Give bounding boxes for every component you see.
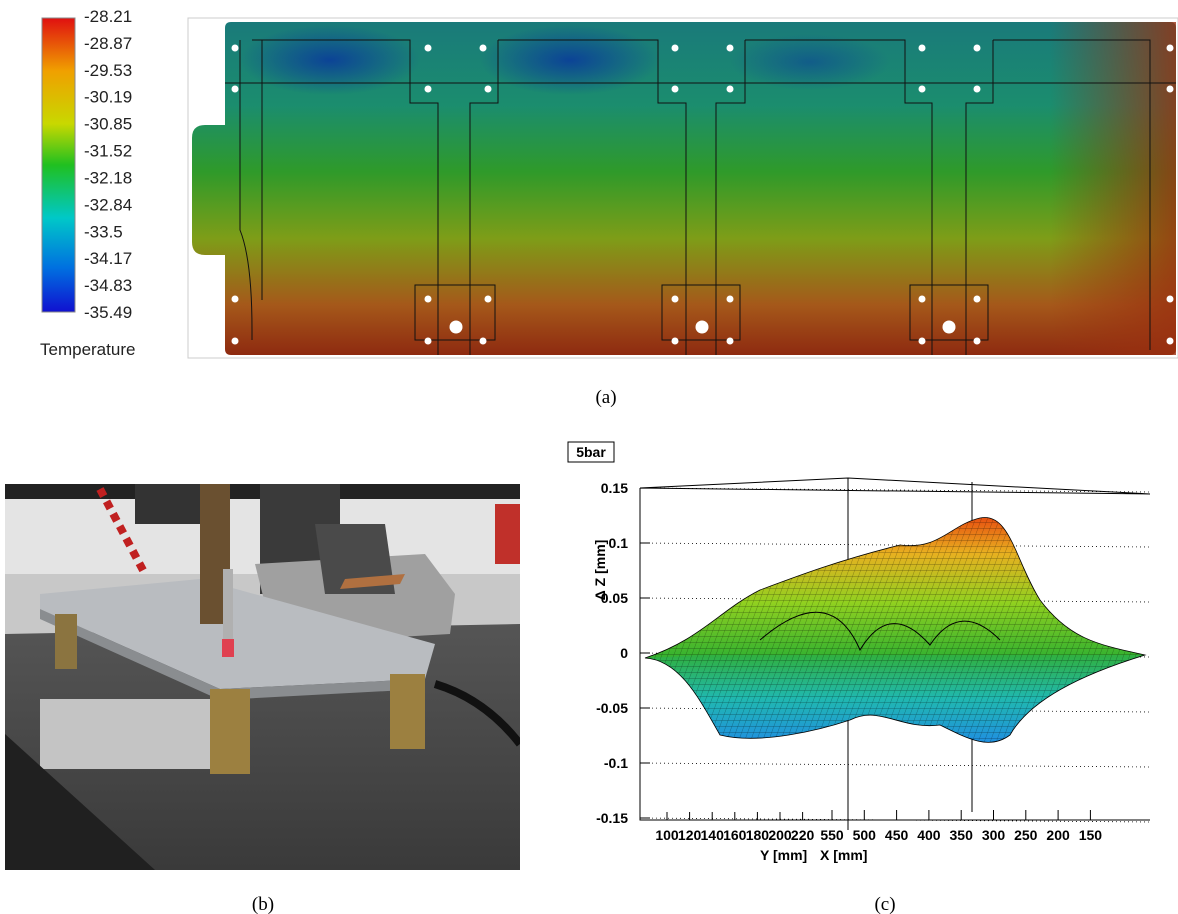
- z-tick-label: -0.15: [596, 810, 628, 826]
- hole: [727, 296, 734, 303]
- z-tick-label: 0: [620, 645, 628, 661]
- z-tick-label: -0.05: [596, 700, 628, 716]
- hole: [672, 86, 679, 93]
- y-tick-label: 140: [701, 827, 725, 843]
- figure: -28.21 -28.87 -29.53 -30.19 -30.85 -31.52 -32.…: [0, 0, 1178, 914]
- hole: [974, 86, 981, 93]
- hole: [425, 86, 432, 93]
- hot-region: [1050, 22, 1176, 355]
- hole: [232, 45, 239, 52]
- plate: [192, 22, 1176, 355]
- y-tick-label: 120: [678, 827, 702, 843]
- panel-b: (b): [5, 484, 520, 914]
- z-tick-label: 0.1: [609, 535, 629, 551]
- x-tick-label: 250: [1014, 827, 1038, 843]
- z-axis-label: Δ Z [mm]: [592, 540, 608, 601]
- hole: [943, 321, 956, 334]
- colorbar-label: -32.84: [84, 195, 132, 214]
- y-tick-label: 100: [655, 827, 679, 843]
- photo: [5, 484, 520, 870]
- hole: [232, 338, 239, 345]
- hole: [450, 321, 463, 334]
- grid-line: [640, 763, 1150, 767]
- x-tick-label: 200: [1046, 827, 1070, 843]
- hole: [727, 338, 734, 345]
- caption: (a): [595, 387, 616, 408]
- hole: [919, 296, 926, 303]
- colorbar-title: Temperature: [40, 340, 135, 359]
- hole: [425, 45, 432, 52]
- hole: [974, 296, 981, 303]
- y-tick-label: 160: [723, 827, 747, 843]
- hole: [919, 45, 926, 52]
- hole: [696, 321, 709, 334]
- hole: [232, 86, 239, 93]
- colorbar-label: -31.52: [84, 142, 132, 161]
- hole: [1167, 296, 1174, 303]
- cold-region: [240, 25, 420, 95]
- surface-mesh: [645, 517, 1145, 742]
- hole: [1167, 45, 1174, 52]
- hole: [485, 86, 492, 93]
- z-tick-label: -0.1: [604, 755, 628, 771]
- colorbar-label: -35.49: [84, 303, 132, 322]
- hole: [919, 338, 926, 345]
- caption: (c): [874, 894, 895, 914]
- colorbar-label: -29.53: [84, 61, 132, 80]
- y-tick-label: 200: [768, 827, 792, 843]
- hole: [480, 45, 487, 52]
- hole: [480, 338, 487, 345]
- x-tick-label: 150: [1079, 827, 1103, 843]
- z-tick-label: 0.15: [601, 480, 628, 496]
- x-tick-label: 350: [950, 827, 974, 843]
- hole: [1167, 338, 1174, 345]
- x-tick-label: 400: [917, 827, 941, 843]
- y-tick-label: 180: [746, 827, 770, 843]
- x-axis-label: X [mm]: [820, 847, 867, 863]
- plot-title: 5bar: [576, 444, 606, 460]
- y-tick-label: 220: [791, 827, 815, 843]
- colorbar-label: -28.21: [84, 7, 132, 26]
- colorbar-label: -30.19: [84, 88, 132, 107]
- colorbar: [42, 18, 75, 312]
- hole: [1167, 86, 1174, 93]
- x-tick-label: 500: [853, 827, 877, 843]
- hole: [672, 296, 679, 303]
- colorbar-label: -34.83: [84, 276, 132, 295]
- colorbar-label: -32.18: [84, 168, 132, 187]
- hole: [672, 338, 679, 345]
- hole: [727, 86, 734, 93]
- hole: [974, 338, 981, 345]
- hole: [232, 296, 239, 303]
- x-tick-label: 550: [820, 827, 844, 843]
- hole: [425, 296, 432, 303]
- hole: [485, 296, 492, 303]
- hole: [974, 45, 981, 52]
- cold-region: [730, 34, 890, 90]
- x-tick-label: 450: [885, 827, 909, 843]
- cold-region: [480, 25, 660, 95]
- colorbar-label: -30.85: [84, 115, 132, 134]
- panel-a: -28.21 -28.87 -29.53 -30.19 -30.85 -31.52 -32.…: [40, 7, 1178, 408]
- y-axis-label: Y [mm]: [760, 847, 807, 863]
- colorbar-label: -34.17: [84, 249, 132, 268]
- x-tick-label: 300: [982, 827, 1006, 843]
- hole: [672, 45, 679, 52]
- colorbar-label: -28.87: [84, 34, 132, 53]
- colorbar-label: -33.5: [84, 222, 123, 241]
- caption: (b): [252, 894, 274, 914]
- hole: [727, 45, 734, 52]
- hole: [919, 86, 926, 93]
- hole: [425, 338, 432, 345]
